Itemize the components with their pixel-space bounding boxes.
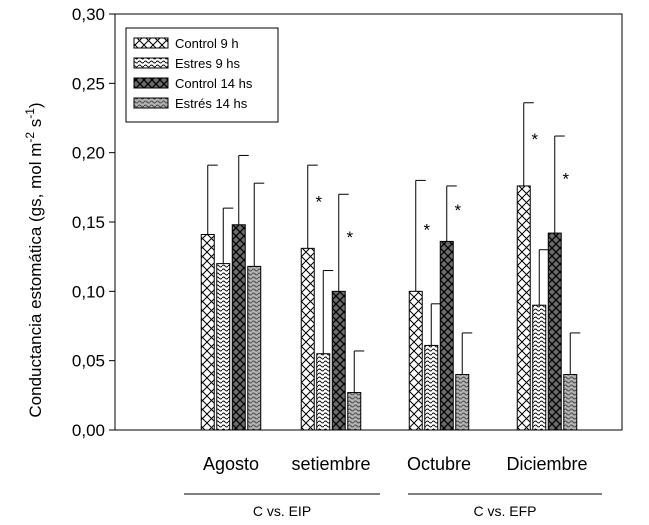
legend-label: Control 14 hs — [175, 76, 253, 91]
bar — [216, 263, 231, 431]
group-label: C vs. EFP — [473, 503, 536, 519]
bar — [455, 374, 470, 431]
bar — [347, 392, 362, 431]
significance-marker: * — [423, 220, 430, 239]
y-tick-label: 0,30 — [72, 5, 105, 24]
y-axis-label: Conductancia estomática (gs, mol m-2 s-1… — [23, 102, 45, 417]
legend-swatch — [133, 97, 169, 109]
y-tick-label: 0,25 — [72, 74, 105, 93]
bar — [439, 240, 454, 431]
bar — [532, 304, 547, 431]
legend-label: Control 9 h — [175, 36, 239, 51]
legend-label: Estrés 14 hs — [175, 96, 248, 111]
legend-swatch — [133, 77, 169, 89]
y-tick-label: 0,15 — [72, 213, 105, 232]
significance-marker: * — [531, 130, 538, 149]
bar — [316, 353, 331, 431]
bar — [331, 290, 346, 431]
y-tick-label: 0,00 — [72, 421, 105, 440]
legend-swatch — [133, 57, 169, 69]
category-label: Octubre — [407, 454, 471, 474]
category-label: setiembre — [291, 454, 370, 474]
bar — [424, 344, 439, 431]
plot-area: 0,00 0,05 0,10 0,15 0,20 0,25 0,30 Agosto * * seti… — [72, 5, 623, 519]
y-tick-label: 0,05 — [72, 352, 105, 371]
bar — [547, 232, 562, 431]
significance-marker: * — [315, 193, 322, 212]
category-label: Agosto — [203, 454, 259, 474]
bar — [200, 233, 215, 431]
significance-marker: * — [346, 228, 353, 247]
significance-marker: * — [454, 201, 461, 220]
legend-label: Estres 9 hs — [175, 56, 241, 71]
bar — [300, 247, 315, 431]
bar — [516, 185, 531, 431]
y-axis-label-group: Conductancia estomática (gs, mol m-2 s-1… — [23, 102, 45, 417]
bar — [231, 224, 246, 431]
significance-marker: * — [562, 170, 569, 189]
group-label: C vs. EIP — [253, 503, 311, 519]
category-label: Diciembre — [506, 454, 587, 474]
legend: Control 9 h Estres 9 hs Control 14 hs Estré… — [125, 27, 279, 123]
legend-swatch — [133, 37, 169, 49]
y-tick-label: 0,10 — [72, 282, 105, 301]
bar — [563, 374, 578, 431]
bar — [408, 290, 423, 431]
y-tick-label: 0,20 — [72, 144, 105, 163]
bar — [247, 265, 262, 431]
